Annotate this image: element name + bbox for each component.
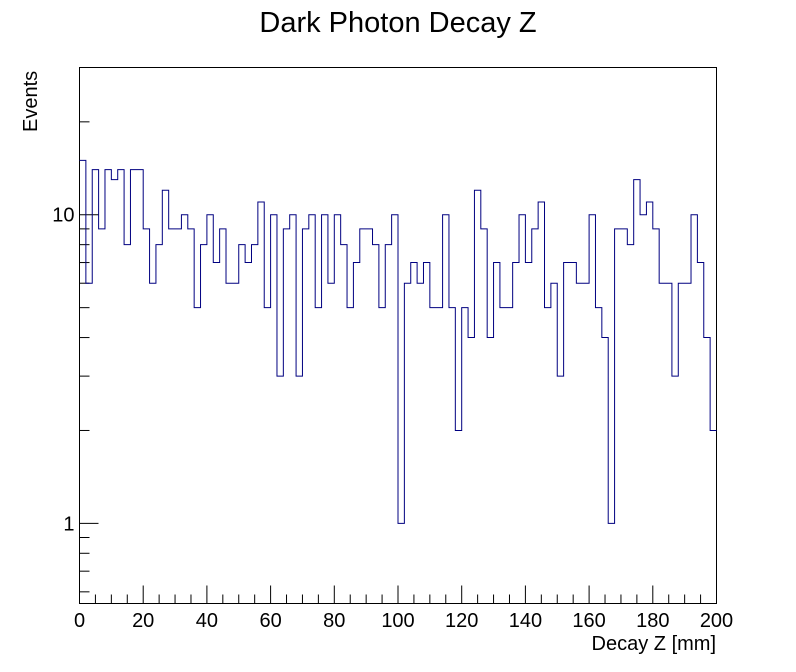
- y-axis-ticks: [79, 67, 99, 593]
- x-tick-label: 20: [132, 610, 154, 632]
- x-tick-label: 0: [74, 610, 85, 632]
- tick-labels: 0 20 40 60 80 100 120 140 160 180 200 1 10: [52, 205, 733, 632]
- x-tick-label: 140: [509, 610, 542, 632]
- x-tick-label: 80: [323, 610, 345, 632]
- y-axis-label: Events: [20, 71, 42, 132]
- x-axis-label: Decay Z [mm]: [592, 633, 716, 655]
- x-tick-label: 200: [700, 610, 733, 632]
- y-tick-label: 10: [52, 205, 74, 227]
- x-tick-label: 180: [636, 610, 669, 632]
- y-tick-label: 1: [63, 513, 74, 535]
- x-tick-label: 40: [196, 610, 218, 632]
- x-tick-label: 60: [259, 610, 281, 632]
- histogram-series-line: [79, 159, 717, 524]
- x-tick-label: 120: [445, 610, 478, 632]
- x-tick-label: 160: [572, 610, 605, 632]
- chart-title: Dark Photon Decay Z: [259, 7, 536, 39]
- x-tick-label: 100: [381, 610, 414, 632]
- x-axis-ticks: [79, 585, 717, 604]
